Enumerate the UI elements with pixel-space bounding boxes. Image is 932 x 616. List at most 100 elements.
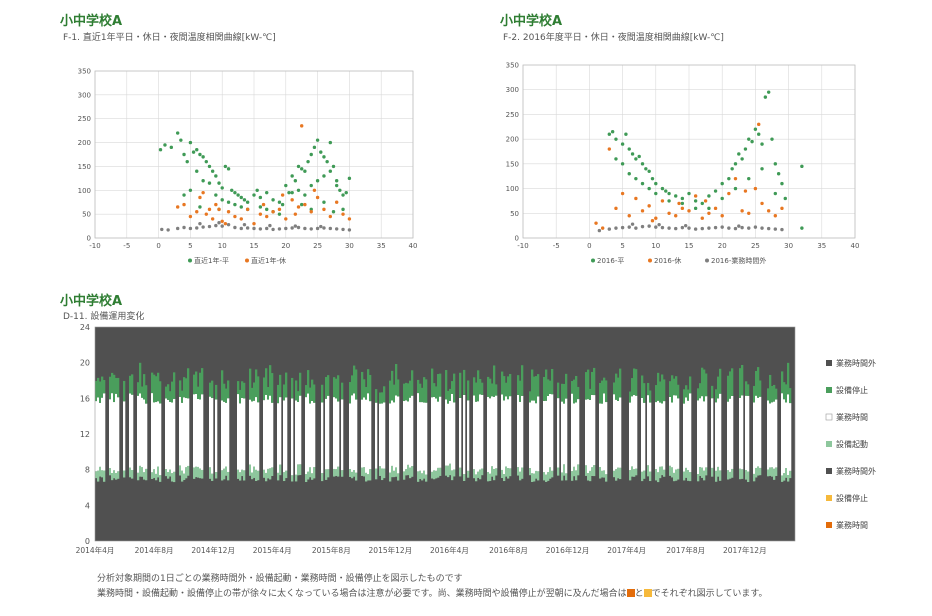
f2-point-series-0 xyxy=(730,167,734,171)
d11-band-work xyxy=(253,400,256,467)
d11-band-work xyxy=(255,397,258,470)
d11-legend-swatch xyxy=(826,387,832,393)
d11-band-work xyxy=(493,396,496,469)
f2-point-series-0 xyxy=(647,169,651,173)
d11-band-start xyxy=(757,466,760,476)
d11-band-stop xyxy=(447,390,450,404)
d11-legend-swatch xyxy=(826,360,832,366)
d11-band-work xyxy=(349,403,352,470)
d11-band-work xyxy=(543,400,546,473)
d11-band-start xyxy=(599,466,602,479)
d11-band-start xyxy=(467,470,470,478)
d11-band-stop xyxy=(383,386,386,403)
f1-point-series-0 xyxy=(280,202,285,207)
f1-point-series-0 xyxy=(233,190,237,195)
f1-point-series-0 xyxy=(309,152,313,157)
d11-band-start xyxy=(285,470,288,479)
d11-band-stop xyxy=(643,383,646,403)
d11-band-start xyxy=(113,470,116,479)
d11-band-stop xyxy=(589,388,592,400)
d11-band-work xyxy=(417,393,420,472)
f2-point-series-0 xyxy=(614,157,618,161)
d11-band-stop xyxy=(397,379,400,397)
d11-band-stop xyxy=(675,376,678,396)
f1-point-series-0 xyxy=(296,188,301,192)
d11-band-start xyxy=(661,466,664,476)
d11-band-start xyxy=(283,472,286,482)
d11-band-work xyxy=(759,396,762,468)
f2-point-series-2 xyxy=(667,226,671,230)
f2-point-series-0 xyxy=(713,189,718,193)
d11-band-start xyxy=(211,473,214,481)
f2-point-series-0 xyxy=(763,95,768,99)
orange-dark-square xyxy=(626,589,635,597)
d11-band-start xyxy=(473,469,476,479)
d11-band-work xyxy=(633,395,636,470)
d11-band-work xyxy=(291,398,294,476)
f1-point-series-0 xyxy=(191,150,196,154)
d11-band-work xyxy=(181,402,184,471)
d11-band-work xyxy=(459,397,462,468)
d11-band-stop xyxy=(687,389,690,401)
f1-point-series-1 xyxy=(261,202,266,207)
d11-band-stop xyxy=(705,373,708,397)
d11-band-start xyxy=(103,470,106,482)
d11-band-start xyxy=(685,467,688,478)
d11-ytick-label: 16 xyxy=(80,394,90,403)
d11-band-stop xyxy=(185,378,188,399)
d11-band-work xyxy=(719,393,722,471)
f2-point-series-2 xyxy=(620,225,625,230)
d11-band-stop xyxy=(535,376,538,404)
f2-point-series-0 xyxy=(693,199,698,203)
f1-point-series-0 xyxy=(322,200,326,204)
d11-band-work xyxy=(491,396,494,467)
note-line1: 分析対象期間の1日ごとの業務時間外・設備起動・業務時間・設備停止を図示したもので… xyxy=(97,574,463,584)
f1-point-series-1 xyxy=(300,124,304,128)
d11-band-start xyxy=(529,468,532,476)
d11-band-start xyxy=(391,465,394,478)
d11-band-start xyxy=(433,470,436,480)
d11-band-work xyxy=(479,394,482,470)
d11-band-stop xyxy=(101,376,104,398)
d11-band-work xyxy=(537,396,540,472)
d11-band-start xyxy=(697,474,700,482)
d11-band-start xyxy=(675,469,678,481)
f2-point-series-0 xyxy=(687,191,691,196)
d11-band-stop xyxy=(111,372,114,394)
d11-band-start xyxy=(169,469,172,477)
d11-band-stop xyxy=(669,381,672,397)
d11-band-start xyxy=(249,464,252,476)
d11-band-work xyxy=(241,397,244,470)
d11-band-work xyxy=(97,397,100,471)
d11-band-work xyxy=(767,400,770,470)
f1-xtick-label: 10 xyxy=(218,242,227,250)
f2-point-series-1 xyxy=(740,209,744,213)
d11-band-stop xyxy=(563,383,566,404)
d11-band-work xyxy=(439,396,442,468)
f1-point-series-0 xyxy=(293,179,298,183)
f1-point-series-0 xyxy=(185,159,189,164)
d11-band-start xyxy=(717,466,720,477)
f1-xtick-label: 40 xyxy=(409,242,418,250)
f1-point-series-0 xyxy=(265,207,269,212)
f1-point-series-0 xyxy=(230,188,234,192)
f1-point-series-0 xyxy=(287,190,291,195)
d11-band-start xyxy=(545,474,548,482)
d11-band-start xyxy=(537,471,540,481)
d11-band-start xyxy=(489,473,492,481)
d11-band-start xyxy=(633,469,636,477)
d11-band-start xyxy=(431,471,434,479)
d11-band-work xyxy=(155,402,158,474)
d11-band-stop xyxy=(349,382,352,404)
f1-point-series-2 xyxy=(239,226,243,231)
f2-point-series-0 xyxy=(707,206,711,211)
d11-band-start xyxy=(613,470,616,478)
d11-band-work xyxy=(697,400,700,475)
f1-point-series-1 xyxy=(293,212,298,216)
d11-band-start xyxy=(617,467,620,479)
d11-band-work xyxy=(361,399,364,468)
f2-point-series-0 xyxy=(640,181,645,186)
f1-point-series-0 xyxy=(198,152,202,157)
d11-band-work xyxy=(501,394,504,470)
d11-band-work xyxy=(131,394,134,471)
